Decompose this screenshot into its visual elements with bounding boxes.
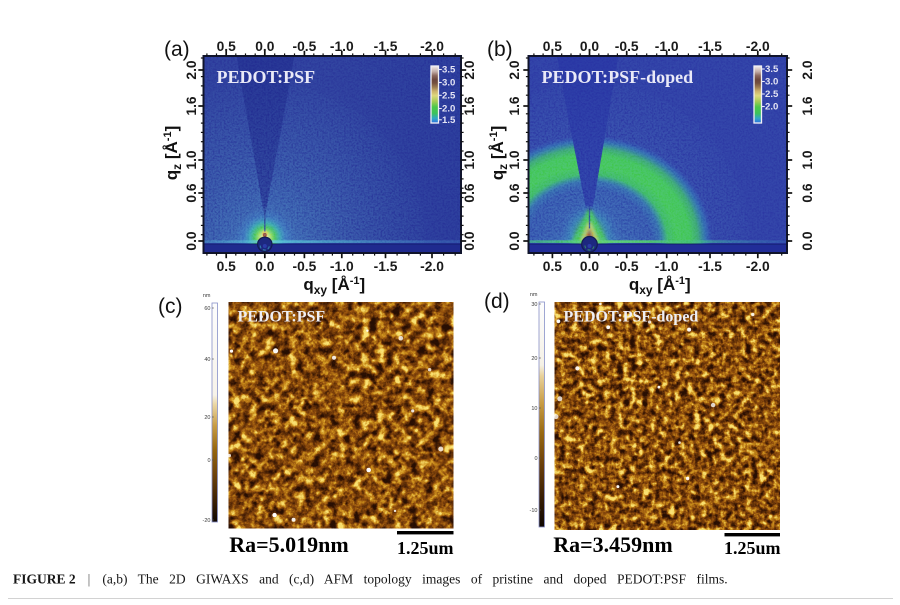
svg-text:-1.0: -1.0: [330, 39, 354, 54]
svg-text:-20: -20: [203, 518, 211, 524]
svg-text:2.0: 2.0: [800, 60, 815, 80]
svg-text:-1.0: -1.0: [330, 259, 354, 274]
svg-text:-1.0: -1.0: [655, 39, 679, 54]
svg-text:-1.5: -1.5: [374, 39, 398, 54]
svg-text:40: 40: [204, 357, 210, 363]
svg-text:-1.5: -1.5: [374, 259, 398, 274]
svg-text:1.0: 1.0: [462, 150, 477, 170]
svg-text:0.5: 0.5: [217, 259, 237, 274]
svg-text:10: 10: [531, 406, 537, 412]
svg-text:0.0: 0.0: [255, 259, 275, 274]
svg-text:0.5: 0.5: [543, 39, 563, 54]
svg-text:2.0: 2.0: [442, 104, 455, 115]
svg-text:2.0: 2.0: [184, 60, 199, 80]
svg-text:-0.5: -0.5: [293, 39, 317, 54]
svg-text:FIGURE 2|(a,b) The 2D GIWAXS a: FIGURE 2 | (a,b) The 2D GIWAXS and (c,d) A…: [13, 572, 728, 587]
svg-text:1.5: 1.5: [442, 115, 456, 126]
svg-text:PEDOT:PSF-doped: PEDOT:PSF-doped: [564, 309, 699, 326]
svg-text:-1.5: -1.5: [698, 39, 722, 54]
svg-text:1.6: 1.6: [184, 96, 199, 116]
svg-text:-2.0: -2.0: [746, 39, 770, 54]
svg-text:-2.0: -2.0: [420, 259, 444, 274]
svg-text:PEDOT:PSF: PEDOT:PSF: [238, 309, 326, 326]
svg-text:1.6: 1.6: [800, 96, 815, 116]
svg-text:(a): (a): [164, 38, 190, 61]
svg-text:2.5: 2.5: [442, 90, 456, 101]
svg-text:1.0: 1.0: [800, 150, 815, 170]
svg-text:0.6: 0.6: [800, 183, 815, 203]
svg-text:2.5: 2.5: [765, 89, 779, 100]
svg-text:1.6: 1.6: [507, 96, 522, 116]
svg-text:nm: nm: [530, 292, 538, 298]
svg-text:-2.0: -2.0: [420, 39, 444, 54]
svg-text:2.0: 2.0: [765, 102, 778, 113]
svg-text:0.0: 0.0: [184, 231, 199, 251]
svg-text:3.0: 3.0: [442, 78, 455, 89]
svg-text:qxy [Å-1]: qxy [Å-1]: [629, 275, 691, 297]
svg-text:PEDOT:PSF: PEDOT:PSF: [217, 67, 316, 87]
svg-text:0.5: 0.5: [217, 39, 237, 54]
svg-text:-1.5: -1.5: [698, 259, 722, 274]
svg-text:0.0: 0.0: [507, 231, 522, 251]
svg-text:0.6: 0.6: [184, 183, 199, 203]
svg-text:0.0: 0.0: [462, 231, 477, 251]
svg-text:(c): (c): [158, 295, 183, 318]
svg-text:1.0: 1.0: [184, 150, 199, 170]
svg-text:-0.5: -0.5: [615, 39, 639, 54]
svg-text:3.0: 3.0: [765, 77, 778, 88]
svg-text:2.0: 2.0: [462, 60, 477, 80]
svg-text:-0.5: -0.5: [615, 259, 639, 274]
svg-text:-2.0: -2.0: [746, 259, 770, 274]
svg-text:0.0: 0.0: [255, 39, 275, 54]
svg-text:nm: nm: [203, 293, 211, 299]
svg-text:60: 60: [204, 306, 210, 312]
svg-text:Ra=5.019nm: Ra=5.019nm: [229, 532, 349, 557]
svg-text:0.5: 0.5: [543, 259, 563, 274]
svg-text:0: 0: [207, 458, 210, 464]
svg-text:qz [Å-1]: qz [Å-1]: [488, 126, 510, 181]
svg-text:1.6: 1.6: [462, 96, 477, 116]
svg-text:2.0: 2.0: [507, 60, 522, 80]
svg-text:0.6: 0.6: [507, 183, 522, 203]
svg-text:20: 20: [204, 415, 210, 421]
svg-text:1.0: 1.0: [507, 150, 522, 170]
svg-text:-10: -10: [530, 508, 538, 514]
svg-text:qz [Å-1]: qz [Å-1]: [162, 126, 184, 181]
svg-text:(d): (d): [484, 290, 510, 313]
svg-text:0.0: 0.0: [800, 231, 815, 251]
svg-text:PEDOT:PSF-doped: PEDOT:PSF-doped: [542, 67, 694, 87]
svg-text:20: 20: [531, 356, 537, 362]
svg-text:0.0: 0.0: [580, 39, 600, 54]
svg-text:Ra=3.459nm: Ra=3.459nm: [553, 532, 673, 557]
svg-text:0.6: 0.6: [462, 183, 477, 203]
svg-text:qxy [Å-1]: qxy [Å-1]: [303, 275, 365, 297]
svg-text:(b): (b): [487, 38, 513, 61]
svg-text:1.25um: 1.25um: [724, 538, 781, 558]
svg-text:0.0: 0.0: [580, 259, 600, 274]
svg-text:-1.0: -1.0: [655, 259, 679, 274]
svg-text:1.25um: 1.25um: [397, 538, 454, 558]
svg-text:3.5: 3.5: [442, 65, 456, 76]
svg-text:3.5: 3.5: [765, 64, 779, 75]
svg-text:0: 0: [534, 456, 537, 462]
svg-text:30: 30: [531, 302, 537, 308]
svg-text:-0.5: -0.5: [293, 259, 317, 274]
